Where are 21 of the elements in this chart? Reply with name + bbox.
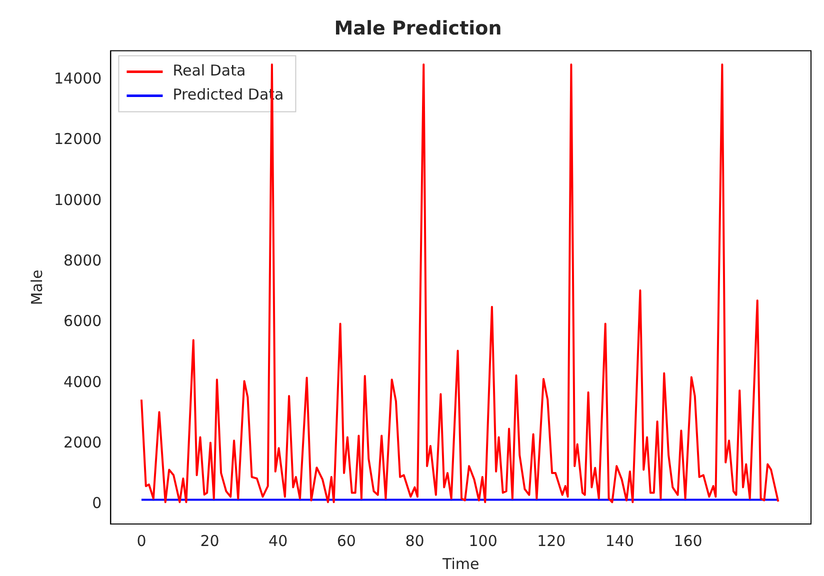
y-tick-label: 2000	[64, 434, 102, 452]
x-tick-label: 40	[268, 532, 288, 550]
x-axis-title: Time	[442, 554, 480, 573]
chart-title: Male Prediction	[334, 17, 502, 40]
y-axis-title: Male	[28, 270, 46, 306]
y-tick-label: 12000	[54, 130, 102, 148]
y-tick-label: 4000	[64, 372, 102, 391]
x-tick-label: 140	[605, 532, 634, 550]
y-tick-label: 14000	[54, 70, 102, 88]
x-tick-label: 80	[405, 532, 424, 550]
x-tick-label: 0	[136, 532, 146, 550]
x-tick-label: 20	[200, 532, 220, 550]
y-tick-label: 0	[92, 494, 102, 512]
x-tick-label: 100	[468, 532, 498, 550]
legend-label: Real Data	[172, 62, 246, 80]
y-tick-label: 6000	[64, 312, 102, 330]
x-tick-label: 120	[537, 532, 566, 550]
x-tick-label: 60	[336, 532, 356, 550]
y-tick-label: 8000	[64, 252, 102, 270]
y-tick-label: 10000	[54, 190, 102, 209]
x-tick-label: 160	[674, 532, 702, 550]
